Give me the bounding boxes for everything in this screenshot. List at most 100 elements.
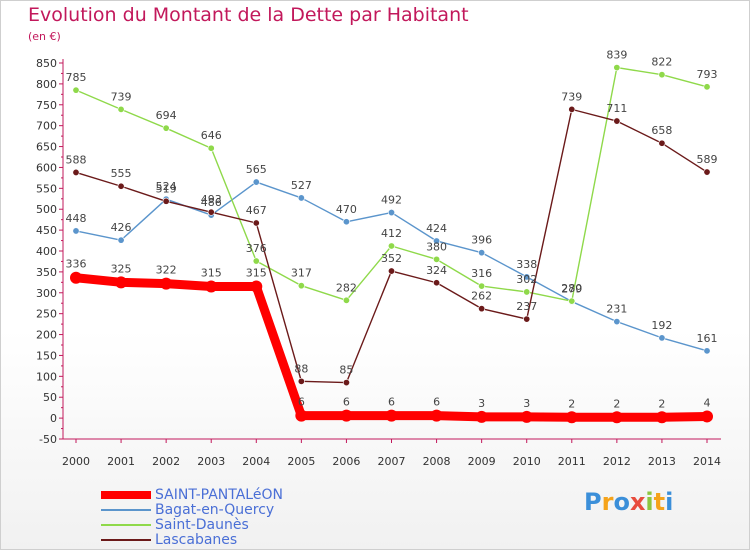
data-point — [613, 117, 621, 125]
x-tick-label: 2002 — [152, 455, 180, 468]
data-label: 231 — [606, 303, 627, 316]
data-label: 589 — [697, 153, 718, 166]
data-label: 380 — [426, 240, 447, 253]
data-point — [387, 209, 395, 217]
data-label: 658 — [651, 124, 672, 137]
x-tick-label: 2006 — [332, 455, 360, 468]
data-point — [385, 409, 398, 422]
data-point — [117, 182, 125, 190]
data-label: 524 — [156, 180, 177, 193]
data-point — [252, 257, 260, 265]
data-point — [117, 236, 125, 244]
data-label: 739 — [111, 90, 132, 103]
data-point — [252, 219, 260, 227]
y-tick-label: 300 — [36, 287, 57, 300]
x-tick-label: 2000 — [62, 455, 90, 468]
y-tick-label: 550 — [36, 182, 57, 195]
data-point — [207, 144, 215, 152]
y-tick-label: 350 — [36, 266, 57, 279]
logo-letter: t — [653, 488, 666, 516]
data-point — [433, 255, 441, 263]
data-label: 555 — [111, 167, 132, 180]
data-point — [72, 227, 80, 235]
data-point — [207, 208, 215, 216]
x-tick-label: 2013 — [648, 455, 676, 468]
data-label: 492 — [381, 194, 402, 207]
x-tick-label: 2004 — [242, 455, 270, 468]
x-tick-label: 2012 — [603, 455, 631, 468]
data-point — [433, 279, 441, 287]
y-tick-label: 650 — [36, 141, 57, 154]
data-point — [297, 282, 305, 290]
data-point — [430, 409, 443, 422]
data-label: 588 — [66, 153, 87, 166]
data-label: 412 — [381, 227, 402, 240]
y-tick-label: 150 — [36, 349, 57, 362]
y-tick-label: 450 — [36, 224, 57, 237]
data-label: 262 — [471, 290, 492, 303]
x-tick-label: 2007 — [378, 455, 406, 468]
data-label: 646 — [201, 129, 222, 142]
x-tick-label: 2011 — [558, 455, 586, 468]
logo-letter: o — [613, 488, 630, 516]
data-point — [568, 105, 576, 113]
data-point — [565, 411, 578, 424]
data-label: 279 — [561, 283, 582, 296]
legend-label: SAINT-PANTALéON — [155, 487, 283, 503]
data-label: 315 — [201, 267, 222, 280]
data-label: 493 — [201, 193, 222, 206]
data-point — [342, 296, 350, 304]
data-point — [387, 267, 395, 275]
data-label: 793 — [697, 68, 718, 81]
data-label: 2 — [568, 397, 575, 410]
logo-letter: x — [629, 488, 646, 516]
y-tick-label: 0 — [50, 412, 57, 425]
data-point — [701, 410, 713, 423]
y-tick-label: 750 — [36, 99, 57, 112]
data-point — [250, 280, 263, 293]
data-point — [295, 409, 308, 422]
y-tick-label: -50 — [39, 433, 57, 446]
chart-title: Evolution du Montant de la Dette par Hab… — [28, 4, 469, 26]
data-point — [340, 409, 353, 422]
data-label: 527 — [291, 179, 312, 192]
data-label: 470 — [336, 203, 357, 216]
y-tick-label: 600 — [36, 161, 57, 174]
data-point — [72, 168, 80, 176]
data-label: 839 — [606, 49, 627, 62]
data-label: 6 — [388, 396, 395, 409]
legend-swatch — [101, 509, 151, 511]
data-point — [658, 71, 666, 79]
data-point — [72, 86, 80, 94]
x-tick-label: 2010 — [513, 455, 541, 468]
y-tick-label: 500 — [36, 203, 57, 216]
data-point — [478, 305, 486, 313]
data-label: 426 — [111, 221, 132, 234]
data-point — [252, 178, 260, 186]
data-point — [610, 411, 623, 424]
data-label: 85 — [339, 364, 353, 377]
legend-swatch — [101, 524, 151, 526]
data-point — [568, 297, 576, 305]
data-point — [655, 411, 668, 424]
logo-letter: P — [584, 488, 602, 516]
data-label: 282 — [336, 281, 357, 294]
data-label: 192 — [651, 319, 672, 332]
data-label: 565 — [246, 163, 267, 176]
x-tick-label: 2005 — [287, 455, 315, 468]
data-point — [70, 271, 82, 284]
data-label: 467 — [246, 204, 267, 217]
data-label: 2 — [658, 397, 665, 410]
data-point — [475, 410, 488, 423]
data-point — [205, 280, 218, 293]
legend-label: Saint-Daunès — [155, 517, 249, 533]
y-tick-label: 100 — [36, 370, 57, 383]
data-point — [433, 237, 441, 245]
data-label: 2 — [613, 397, 620, 410]
data-label: 237 — [516, 300, 537, 313]
legend-label: Lascabanes — [155, 532, 238, 548]
data-point — [115, 276, 128, 289]
data-label: 336 — [66, 258, 87, 271]
data-point — [162, 197, 170, 205]
data-label: 3 — [478, 397, 485, 410]
